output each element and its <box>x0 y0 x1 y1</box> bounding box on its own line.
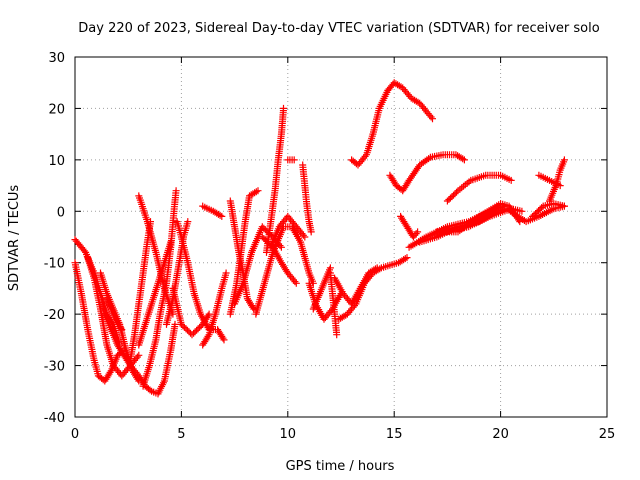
x-tick-label: 10 <box>280 427 297 442</box>
x-tick-label: 20 <box>492 427 509 442</box>
series-arc-17 <box>226 187 262 318</box>
series-markers <box>443 171 515 205</box>
y-tick-label: -20 <box>44 308 65 323</box>
series-arc-40 <box>546 156 568 205</box>
y-tick-label: -30 <box>44 360 65 375</box>
series-markers <box>529 200 568 220</box>
y-tick-label: 0 <box>57 205 65 220</box>
x-tick-label: 25 <box>599 427 616 442</box>
series-arc-19 <box>252 223 317 318</box>
series-markers <box>335 254 411 323</box>
series-arc-37 <box>443 171 515 205</box>
series-markers <box>267 212 309 251</box>
data-points <box>71 79 568 398</box>
series-arc-26 <box>309 264 334 313</box>
x-axis-label: GPS time / hours <box>286 459 395 474</box>
series-arc-36 <box>443 205 526 236</box>
series-arc-38 <box>529 200 568 220</box>
series-markers <box>226 187 262 318</box>
series-markers <box>139 187 180 390</box>
series-markers <box>199 269 230 349</box>
series-arc-32 <box>397 212 422 241</box>
x-tick-label: 5 <box>177 427 185 442</box>
chart-title: Day 220 of 2023, Sidereal Day-to-day VTE… <box>78 21 599 36</box>
y-tick-label: -10 <box>44 257 65 272</box>
y-axis-label: SDTVAR / TECUs <box>7 185 22 292</box>
y-tick-label: 30 <box>48 51 65 66</box>
series-markers <box>299 161 315 236</box>
series-arc-24 <box>299 161 315 236</box>
series-markers <box>348 79 436 169</box>
series-arc-23 <box>284 156 298 164</box>
series-arc-10 <box>135 192 177 318</box>
y-tick-label: 10 <box>48 154 65 169</box>
series-markers <box>309 264 334 313</box>
x-tick-label: 15 <box>386 427 403 442</box>
series-markers <box>284 156 298 164</box>
series-arc-7 <box>126 218 154 364</box>
series-markers <box>199 202 226 220</box>
series-arc-30 <box>348 79 436 169</box>
axis-ticks <box>74 56 608 418</box>
x-tick-label: 0 <box>71 427 79 442</box>
series-markers <box>169 284 213 339</box>
y-tick-label: 20 <box>48 102 65 117</box>
series-markers <box>263 104 287 256</box>
tick-labels: 0 5 10 15 20 25 -40 -30 -20 -10 0 10 20 30 <box>44 51 616 442</box>
series-arc-13 <box>169 284 213 339</box>
series-arc-21 <box>263 104 287 256</box>
series-markers <box>443 205 526 236</box>
series-arc-15 <box>199 202 226 220</box>
series-markers <box>546 156 568 205</box>
series-arc-22 <box>267 212 309 251</box>
series-markers <box>252 223 317 318</box>
series-markers <box>126 218 154 364</box>
series-arc-27 <box>326 269 341 339</box>
series-arc-9 <box>139 187 180 390</box>
series-markers <box>386 151 468 195</box>
series-arc-5 <box>101 310 179 398</box>
series-markers <box>326 269 341 339</box>
series-arc-29 <box>335 254 411 323</box>
series-markers <box>101 310 179 398</box>
series-arc-6 <box>103 295 126 334</box>
y-tick-label: -40 <box>44 411 65 426</box>
series-arc-14 <box>199 269 230 349</box>
series-markers <box>135 192 177 318</box>
series-markers <box>397 212 422 241</box>
series-markers <box>103 295 126 334</box>
series-arc-31 <box>386 151 468 195</box>
